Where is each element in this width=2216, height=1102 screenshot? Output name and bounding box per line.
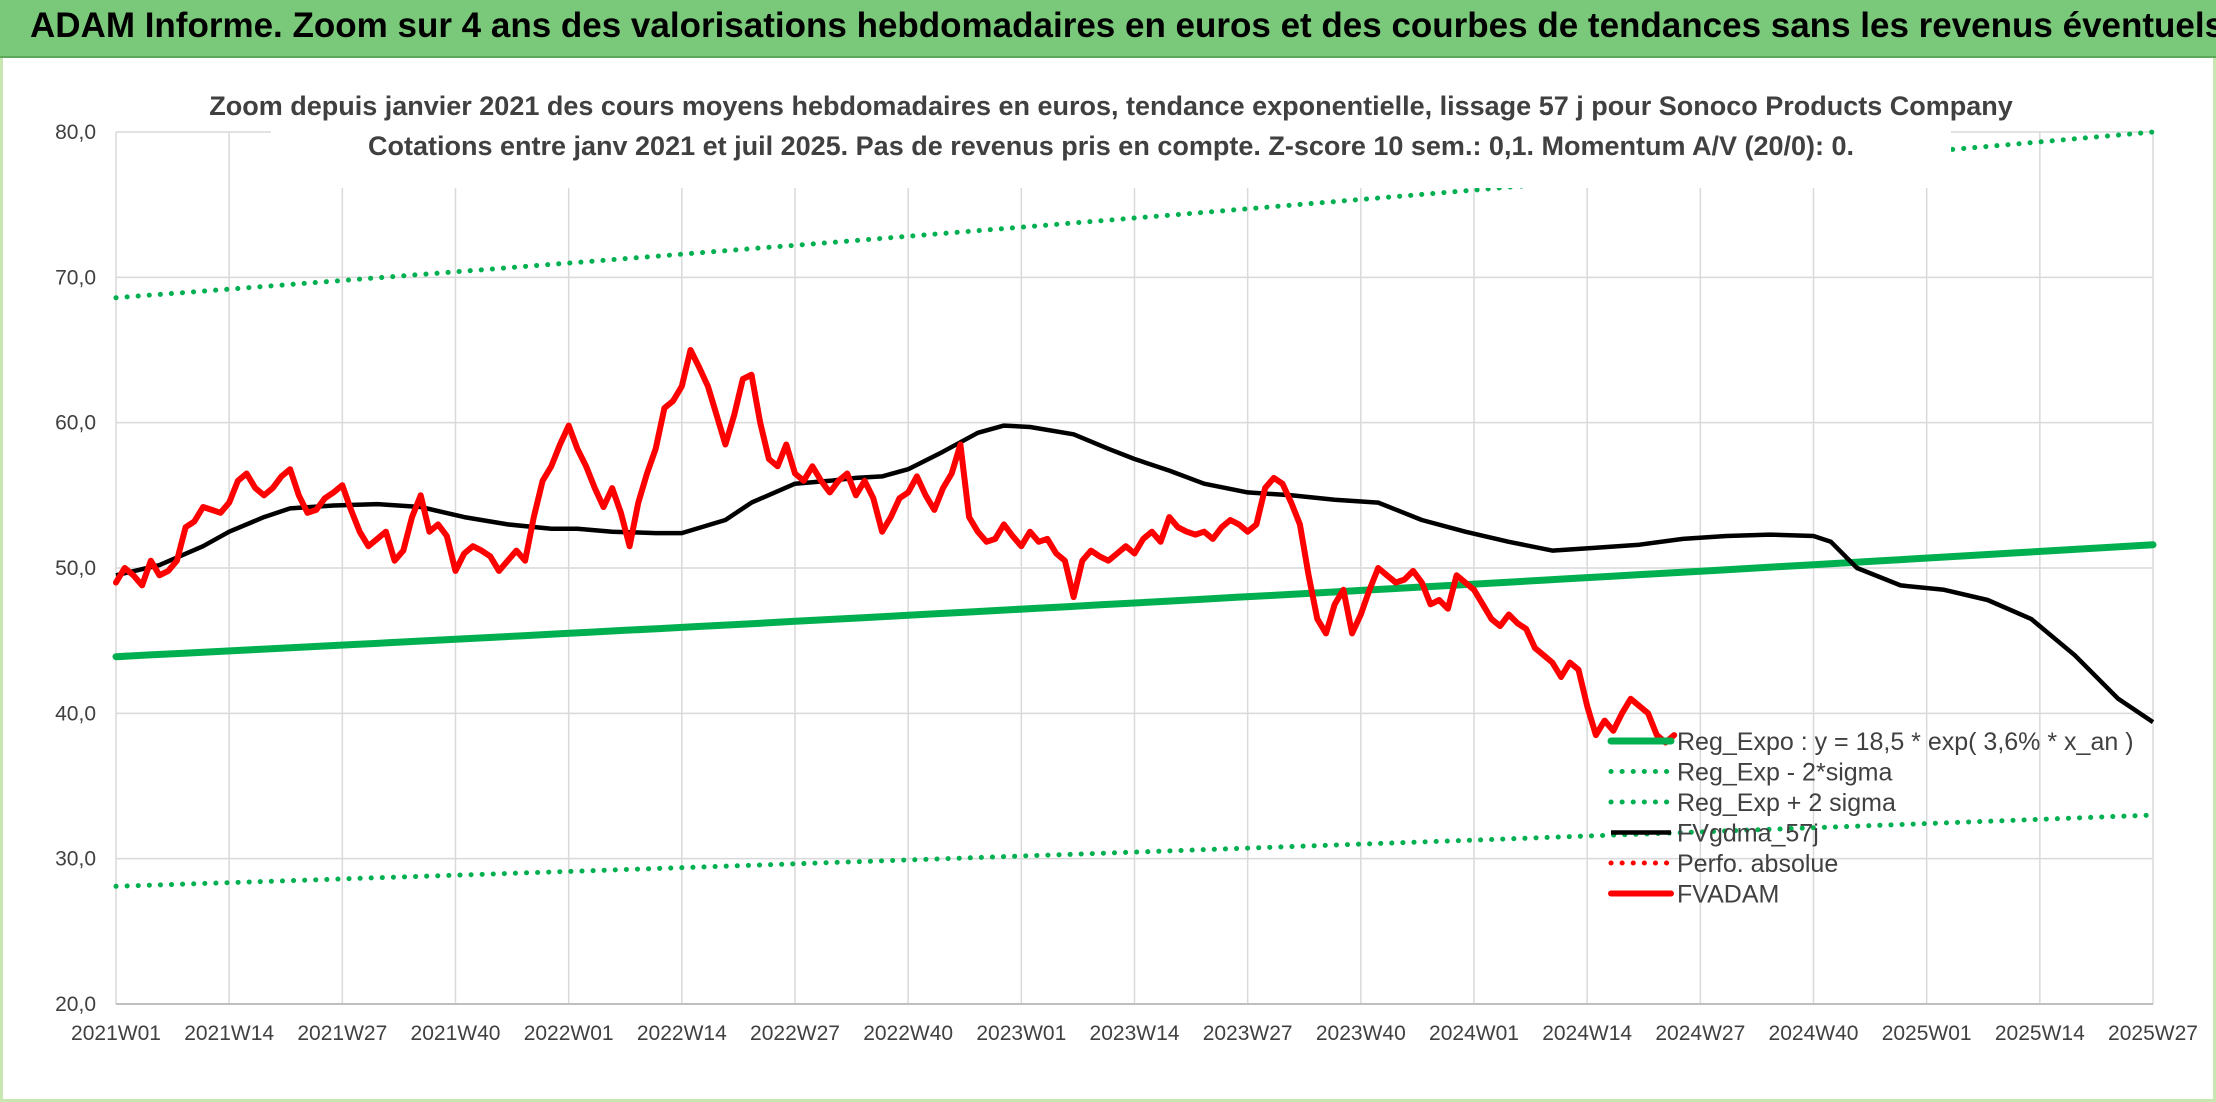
- legend-label: Reg_Expo : y = 18,5 * exp( 3,6% * x_an ): [1677, 728, 2134, 756]
- y-tick-label: 80,0: [55, 121, 96, 144]
- chart-frame: 20,0 30,0 40,0 50,0 60,0 70,0 80,0 2021W01 2021…: [0, 58, 2216, 1102]
- legend-label: FVgdma_57j: [1677, 820, 1819, 848]
- y-tick-label: 50,0: [55, 557, 96, 580]
- chart: 20,030,040,050,060,070,080,0 2021W01 2021…: [55, 90, 2198, 1045]
- x-axis: 2021W01 2021W14 2021W27 2021W40 2022W01 2022W…: [71, 1022, 2198, 1045]
- legend: Reg_Expo : y = 18,5 * exp( 3,6% * x_an )…: [1607, 728, 2134, 909]
- series-reg-exp-2-sigma: [113, 129, 2156, 301]
- x-tick-label: 2022W27: [750, 1022, 840, 1045]
- x-tick-label: 2024W14: [1542, 1022, 1632, 1045]
- title-backdrop: [271, 90, 1951, 188]
- x-tick-label: 2023W27: [1203, 1022, 1293, 1045]
- x-tick-label: 2023W14: [1090, 1022, 1180, 1045]
- x-tick-label: 2022W14: [637, 1022, 727, 1045]
- x-tick-label: 2023W01: [976, 1022, 1066, 1045]
- legend-label: Reg_Exp - 2*sigma: [1677, 759, 1892, 787]
- banner-title: ADAM Informe. Zoom sur 4 ans des valoris…: [30, 6, 2216, 45]
- x-tick-label: 2025W14: [1995, 1022, 2085, 1045]
- series-fvgdma-57j: [115, 423, 2155, 724]
- y-tick-label: 60,0: [55, 412, 96, 435]
- x-tick-label: 2024W40: [1769, 1022, 1859, 1045]
- x-tick-label: 2024W01: [1429, 1022, 1519, 1045]
- legend-label: Reg_Exp + 2 sigma: [1677, 789, 1896, 817]
- grid: [115, 131, 2154, 1005]
- x-tick-label: 2022W01: [524, 1022, 614, 1045]
- y-tick-label: 20,0: [55, 993, 96, 1016]
- chart-subtitle: Cotations entre janv 2021 et juil 2025. …: [368, 131, 1854, 161]
- x-tick-label: 2021W40: [411, 1022, 501, 1045]
- y-axis: 20,0 30,0 40,0 50,0 60,0 70,0 80,0: [55, 121, 96, 1016]
- banner: ADAM Informe. Zoom sur 4 ans des valoris…: [0, 0, 2216, 58]
- x-tick-label: 2021W01: [71, 1022, 161, 1045]
- x-tick-label: 2025W27: [2108, 1022, 2198, 1045]
- series-fvadam: [113, 347, 1678, 746]
- x-tick-label: 2021W27: [297, 1022, 387, 1045]
- y-tick-label: 30,0: [55, 848, 96, 871]
- x-tick-label: 2023W40: [1316, 1022, 1406, 1045]
- series-reg-expo-y-18-5-exp-3-6-x-an: [112, 541, 2157, 661]
- y-tick-label: 70,0: [55, 266, 96, 289]
- chart-title: Zoom depuis janvier 2021 des cours moyen…: [209, 91, 2013, 121]
- x-tick-label: 2021W14: [184, 1022, 274, 1045]
- legend-label: FVADAM: [1677, 881, 1779, 909]
- x-tick-label: 2022W40: [863, 1022, 953, 1045]
- series-reg-exp-2-sigma: [113, 812, 2156, 889]
- y-tick-label: 40,0: [55, 702, 96, 725]
- legend-label: Perfo. absolue: [1677, 850, 1838, 878]
- x-tick-label: 2025W01: [1882, 1022, 1972, 1045]
- x-tick-label: 2024W27: [1655, 1022, 1745, 1045]
- series-layer: [112, 129, 2157, 889]
